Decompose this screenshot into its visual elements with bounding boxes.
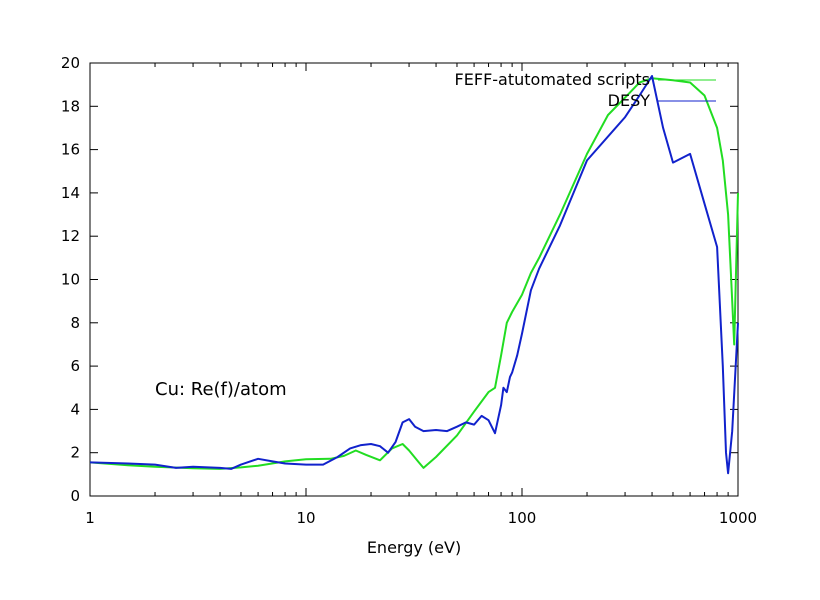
series-line-feff bbox=[89, 77, 739, 470]
y-tick-label: 8 bbox=[70, 314, 80, 332]
x-tick-label: 10 bbox=[296, 509, 315, 527]
y-tick-label: 18 bbox=[61, 97, 80, 115]
y-tick-label: 10 bbox=[61, 271, 80, 289]
y-tick-label: 6 bbox=[70, 357, 80, 375]
y-tick-label: 4 bbox=[70, 400, 80, 418]
x-axis-ticks: 1 10 100 1000 bbox=[85, 63, 757, 527]
x-tick-label: 100 bbox=[508, 509, 537, 527]
legend-label: FEFF-atutomated scripts bbox=[455, 70, 650, 89]
y-tick-label: 16 bbox=[61, 141, 80, 159]
y-axis-ticks: 0 2 4 6 8 10 12 14 16 18 20 bbox=[61, 54, 738, 505]
x-tick-label: 1000 bbox=[719, 509, 757, 527]
y-tick-label: 12 bbox=[61, 227, 80, 245]
series-line-desy bbox=[89, 75, 739, 475]
legend: FEFF-atutomated scripts DESY bbox=[455, 70, 716, 110]
x-axis-label: Energy (eV) bbox=[367, 538, 461, 557]
y-tick-label: 14 bbox=[61, 184, 80, 202]
x-tick-label: 1 bbox=[85, 509, 95, 527]
plot-frame bbox=[89, 62, 739, 497]
legend-label: DESY bbox=[608, 91, 651, 110]
y-tick-label: 0 bbox=[70, 487, 80, 505]
y-tick-label: 20 bbox=[61, 54, 80, 72]
y-tick-label: 2 bbox=[70, 444, 80, 462]
series-layer bbox=[89, 75, 739, 475]
chart-annotation: Cu: Re(f)/atom bbox=[155, 379, 287, 400]
